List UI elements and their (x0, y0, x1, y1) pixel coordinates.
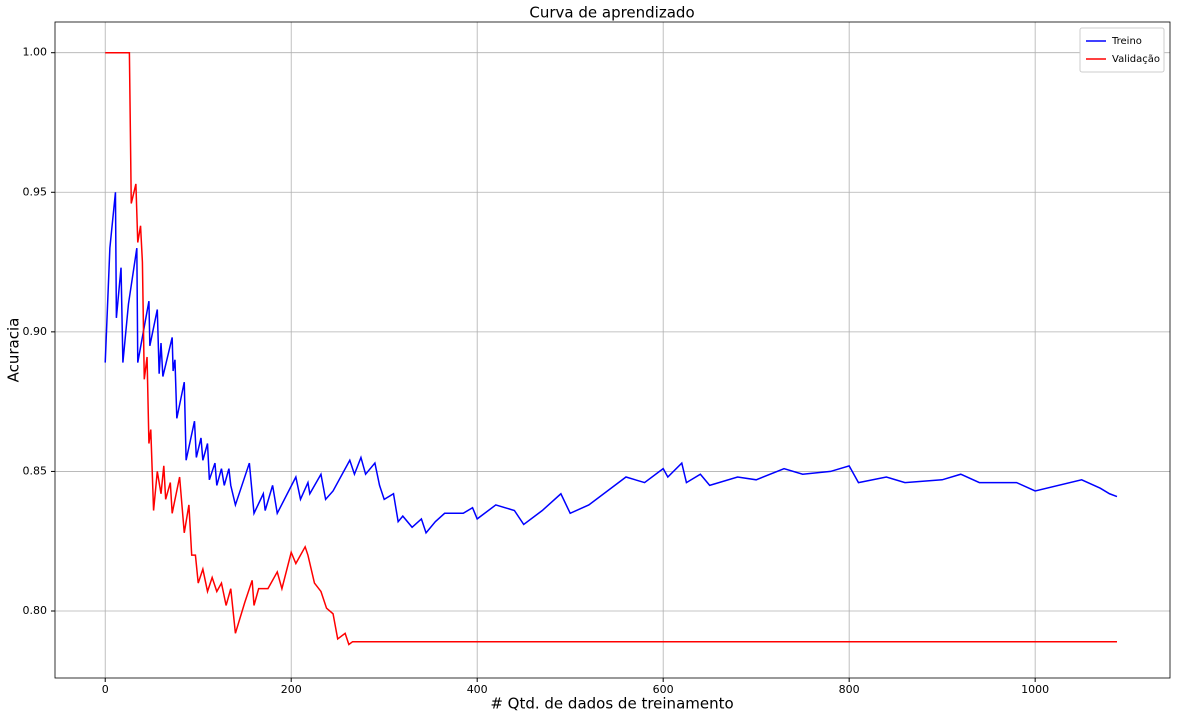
x-axis-label: # Qtd. de dados de treinamento (490, 695, 733, 713)
y-tick-label: 0.95 (23, 185, 48, 198)
x-tick-label: 200 (281, 683, 302, 696)
y-axis-label: Acuracia (5, 318, 23, 383)
x-tick-label: 400 (467, 683, 488, 696)
x-tick-label: 600 (653, 683, 674, 696)
x-tick-label: 800 (839, 683, 860, 696)
chart-title: Curva de aprendizado (529, 4, 694, 22)
plot-frame (54, 21, 1171, 679)
legend-box (1079, 27, 1165, 73)
legend: Treino Validação (1079, 27, 1165, 73)
y-tick-label: 1.00 (23, 46, 48, 59)
data-line (105, 51, 1117, 646)
y-tick-label: 0.85 (23, 464, 48, 477)
x-tick-label: 1000 (1021, 683, 1049, 696)
y-tick-label: 0.80 (23, 604, 48, 617)
data-line (104, 192, 1118, 535)
x-tick-label: 0 (102, 683, 109, 696)
y-tick-label: 0.90 (23, 325, 48, 338)
legend-label: Treino (1111, 36, 1142, 47)
legend-label: Validação (1112, 54, 1160, 65)
